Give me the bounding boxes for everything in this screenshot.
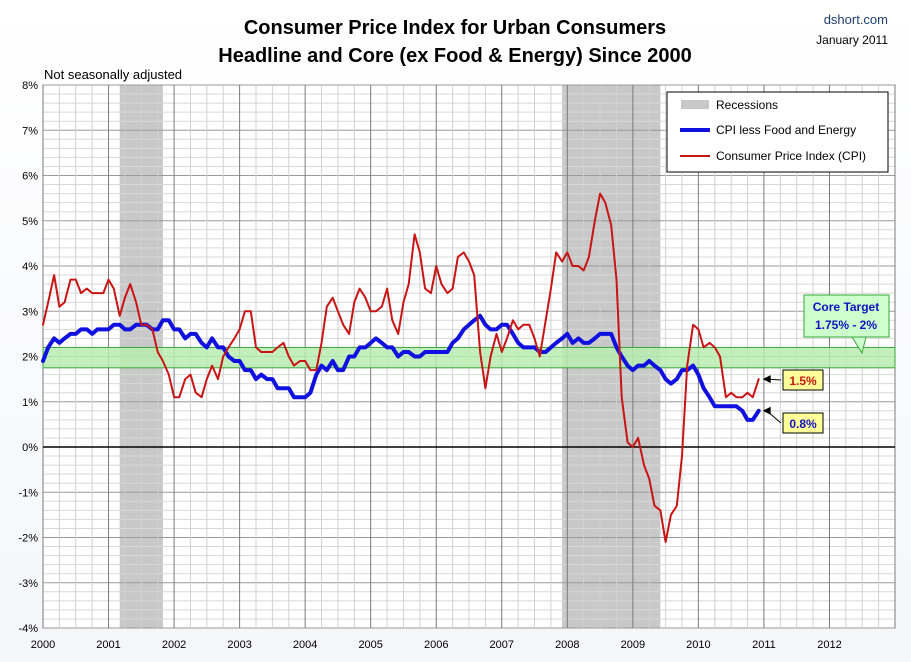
x-tick-label: 2012 xyxy=(817,639,841,651)
y-tick-label: 0% xyxy=(22,442,38,454)
legend-swatch-recessions xyxy=(681,100,709,109)
legend-label-headline: Consumer Price Index (CPI) xyxy=(716,149,866,163)
y-tick-label: 5% xyxy=(22,216,38,228)
legend: Recessions CPI less Food and Energy Cons… xyxy=(666,91,889,173)
source-label: dshort.com xyxy=(824,12,888,27)
adjustment-note: Not seasonally adjusted xyxy=(44,67,182,82)
y-axis-ticks: 8% 7% 6% 5% 4% 3% 2% 1% 0% -1% -2% -3% -4% xyxy=(18,80,38,635)
x-tick-label: 2003 xyxy=(227,639,251,651)
value-annotations: 1.5% 0.8% xyxy=(762,369,824,434)
y-tick-label: 1% xyxy=(22,397,38,409)
y-tick-label: -3% xyxy=(18,578,38,590)
core-value-label: 0.8% xyxy=(789,417,817,431)
legend-label-recessions: Recessions xyxy=(716,98,778,112)
x-tick-label: 2001 xyxy=(96,639,120,651)
legend-label-core: CPI less Food and Energy xyxy=(716,123,856,137)
x-tick-label: 2006 xyxy=(424,639,448,651)
gridlines xyxy=(42,84,896,629)
series-line-headline xyxy=(42,192,760,543)
headline-value-label: 1.5% xyxy=(789,374,817,388)
x-axis-ticks: 2000 2001 2002 2003 2004 2005 2006 2007 2008 2009… xyxy=(31,639,842,651)
x-tick-label: 2008 xyxy=(555,639,579,651)
y-tick-label: -4% xyxy=(18,623,38,635)
y-tick-label: -2% xyxy=(18,533,38,545)
headline-value-arrowhead xyxy=(762,375,771,384)
chart-title-line1: Consumer Price Index for Urban Consumers xyxy=(244,17,666,39)
x-tick-label: 2007 xyxy=(490,639,514,651)
y-tick-label: 3% xyxy=(22,306,38,318)
headline-value-box xyxy=(782,369,824,391)
core-target-label-line1: Core Target xyxy=(813,300,879,314)
x-tick-label: 2011 xyxy=(752,639,776,651)
y-tick-label: 2% xyxy=(22,352,38,364)
y-tick-label: 4% xyxy=(22,261,38,273)
x-tick-label: 2010 xyxy=(686,639,710,651)
series-line-core xyxy=(41,313,761,422)
core-target-callout-box xyxy=(803,294,890,338)
core-target-band xyxy=(42,346,896,369)
x-tick-label: 2004 xyxy=(293,639,317,651)
y-tick-label: 8% xyxy=(22,80,38,92)
y-tick-label: 6% xyxy=(22,171,38,183)
core-target-label-line2: 1.75% - 2% xyxy=(815,318,877,332)
x-tick-label: 2005 xyxy=(358,639,382,651)
x-tick-label: 2002 xyxy=(162,639,186,651)
chart-title-line2: Headline and Core (ex Food & Energy) Sin… xyxy=(218,45,691,67)
x-tick-label: 2009 xyxy=(621,639,645,651)
core-value-arrowhead xyxy=(762,406,771,415)
series-lines xyxy=(41,192,761,543)
y-tick-label: 7% xyxy=(22,125,38,137)
y-tick-label: -1% xyxy=(18,487,38,499)
date-label: January 2011 xyxy=(816,33,888,47)
x-tick-label: 2000 xyxy=(31,639,55,651)
core-value-box xyxy=(782,412,824,434)
core-target-callout: Core Target 1.75% - 2% xyxy=(803,294,890,355)
